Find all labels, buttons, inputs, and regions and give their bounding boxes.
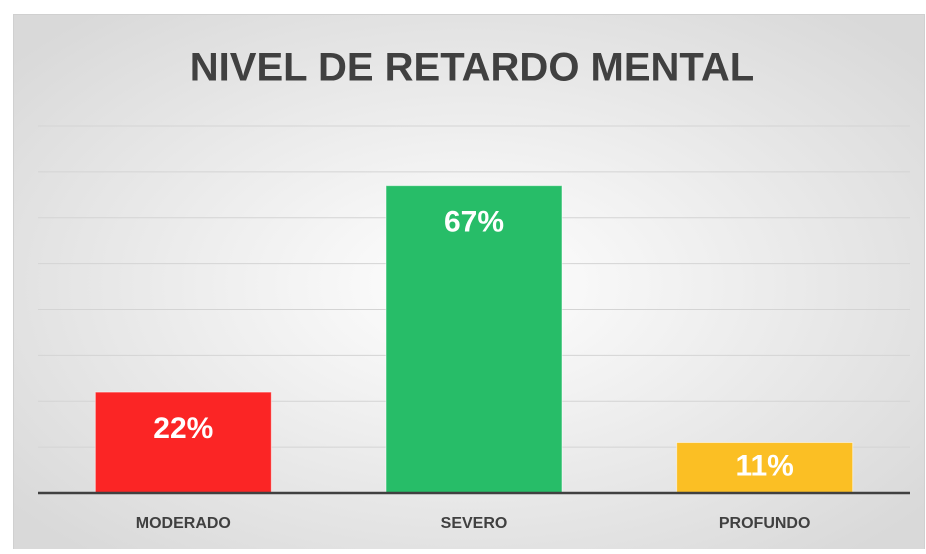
bar (676, 442, 854, 494)
bar (385, 185, 563, 494)
x-tick-label: MODERADO (136, 515, 231, 532)
value-label: 67% (444, 206, 504, 239)
value-label: 11% (735, 450, 793, 483)
bar (94, 391, 272, 494)
value-label: 22% (153, 412, 213, 445)
x-tick-label: SEVERO (441, 515, 508, 532)
x-tick-label: PROFUNDO (719, 515, 811, 532)
chart-title: NIVEL DE RETARDO MENTAL (190, 46, 754, 90)
